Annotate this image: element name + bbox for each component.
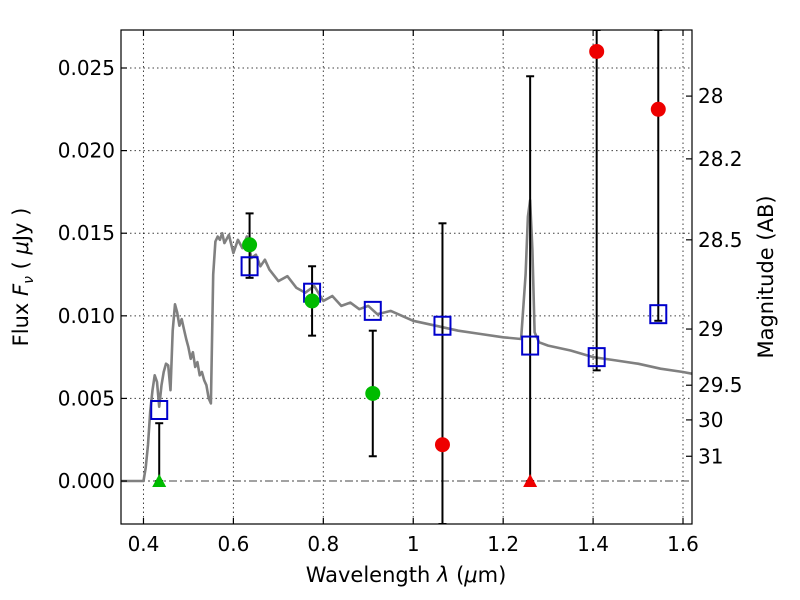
axis-ticks: 0.4 0.6 0.8 1 1.2 1.4 1.6 0.000 0.005 0.010 0.015 0… — [58, 30, 743, 556]
non-detection-point — [589, 43, 605, 59]
x-tick-label: 0.4 — [128, 532, 160, 556]
model-photometry-box — [150, 400, 169, 420]
x-tick-label: 1.4 — [577, 532, 609, 556]
x-tick-label: 1 — [407, 532, 420, 556]
model-photometry-box — [433, 315, 452, 336]
y-tick-label: 0.020 — [58, 139, 115, 163]
y2-tick-label: 28.5 — [698, 228, 743, 252]
x-tick-label: 1.6 — [667, 532, 699, 556]
detection-point — [304, 293, 320, 309]
plot-frame — [120, 29, 693, 525]
y2-tick-label: 28 — [698, 84, 723, 108]
x-axis-label: Wavelength λ (μm) — [306, 563, 507, 587]
y-tick-label: 0.025 — [58, 56, 115, 80]
upper-limit-triangle — [152, 474, 167, 488]
x-tick-label: 1.2 — [487, 532, 519, 556]
y2-tick-label: 28.2 — [698, 147, 743, 171]
y-tick-label: 0.010 — [58, 304, 115, 328]
y2-axis-label: Magnitude (AB) — [754, 195, 778, 358]
model-photometry-box — [649, 304, 668, 325]
detection-point — [242, 237, 258, 253]
detection-point — [365, 385, 381, 401]
x-tick-label: 0.6 — [217, 532, 249, 556]
model-photometry-box — [521, 335, 540, 356]
model-sed-line — [121, 198, 692, 483]
y-axis-label: Flux Fν ( μJy ) — [9, 208, 37, 347]
model-photometry-box — [587, 347, 606, 368]
y2-tick-label: 29 — [698, 317, 723, 341]
y2-tick-label: 29.5 — [698, 373, 743, 397]
y-tick-label: 0.000 — [58, 469, 115, 493]
grid — [121, 30, 692, 524]
y2-tick-label: 31 — [698, 444, 723, 468]
plot-area — [121, 30, 692, 524]
model-photometry-box — [240, 256, 259, 277]
model-photometry-box — [363, 300, 382, 321]
y-tick-label: 0.005 — [58, 386, 115, 410]
y2-tick-label: 30 — [698, 408, 723, 432]
non-detection-point — [434, 437, 450, 453]
non-detection-point — [650, 101, 666, 117]
upper-limit-triangle — [523, 474, 538, 488]
y-tick-label: 0.015 — [58, 221, 115, 245]
x-tick-label: 0.8 — [307, 532, 339, 556]
